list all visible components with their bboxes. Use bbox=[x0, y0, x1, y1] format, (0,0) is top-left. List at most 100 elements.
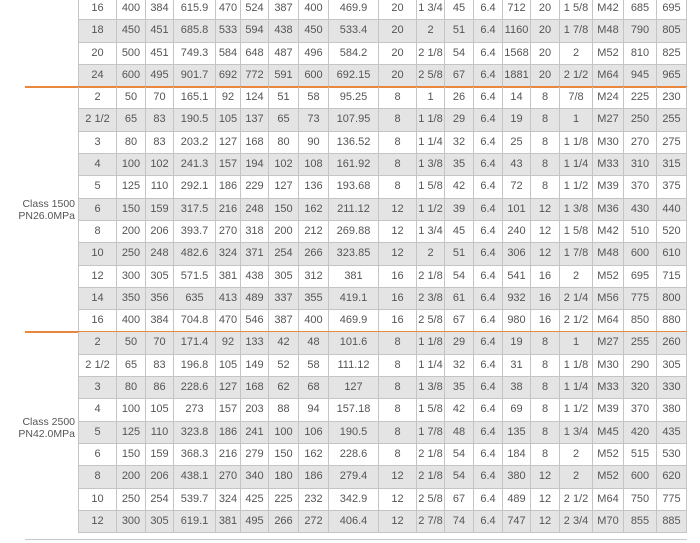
table-cell: 266 bbox=[268, 510, 298, 533]
table-cell: 20 bbox=[378, 20, 416, 42]
table-cell: 451 bbox=[145, 20, 173, 42]
table-cell: 83 bbox=[145, 354, 173, 377]
table-cell: 12 bbox=[530, 220, 559, 243]
table-cell: 94 bbox=[298, 399, 328, 421]
table-cell: 1 3/4 bbox=[416, 220, 444, 243]
table-cell: 83 bbox=[145, 131, 173, 154]
table-cell: 600 bbox=[116, 64, 145, 87]
table-cell: 1 7/8 bbox=[559, 243, 592, 265]
table-cell: 54 bbox=[444, 42, 473, 64]
pressure-class-label: Class 2500 PN42.0MPa bbox=[0, 416, 75, 440]
table-cell: 305 bbox=[145, 510, 173, 533]
table-cell: 305 bbox=[145, 265, 173, 287]
table-cell: 520 bbox=[656, 220, 687, 243]
table-cell: 305 bbox=[268, 265, 298, 287]
table-cell: 320 bbox=[623, 377, 656, 399]
table-cell: 14 bbox=[78, 287, 116, 310]
table-cell: 571.5 bbox=[173, 265, 215, 287]
table-cell: 6.4 bbox=[473, 109, 502, 131]
table-cell: 3 bbox=[78, 131, 116, 154]
table-cell: 272 bbox=[298, 510, 328, 533]
table-cell: 90 bbox=[298, 131, 328, 154]
table-cell: 6.4 bbox=[473, 466, 502, 488]
table-row: 18 450 451 685.8 533 594 438 450 533.4 20 2 51 6.4 11… bbox=[78, 20, 687, 43]
table-cell: 300 bbox=[116, 510, 145, 533]
table-cell: 12 bbox=[378, 510, 416, 533]
table-cell: 150 bbox=[116, 443, 145, 466]
table-cell: M39 bbox=[592, 176, 623, 198]
table-cell: 149 bbox=[240, 354, 268, 377]
table-cell: 356 bbox=[145, 287, 173, 310]
table-cell: 305 bbox=[656, 354, 687, 377]
table-row: 16 400 384 615.9 470 524 387 400 469.9 20 1 3/4 45 6… bbox=[78, 0, 687, 21]
table-cell: 615.9 bbox=[173, 0, 215, 20]
table-cell: 750 bbox=[623, 488, 656, 510]
table-cell: 8 bbox=[378, 399, 416, 421]
table-cell: 48 bbox=[298, 332, 328, 354]
table-cell: M56 bbox=[592, 287, 623, 310]
table-cell: 25 bbox=[502, 131, 530, 154]
table-cell: 8 bbox=[530, 176, 559, 198]
table-cell: 12 bbox=[378, 243, 416, 265]
table-cell: 216 bbox=[215, 443, 240, 466]
table-cell: 323.8 bbox=[173, 421, 215, 443]
table-cell: 43 bbox=[502, 154, 530, 176]
table-row: 2 1/2 65 83 190.5 105 137 65 73 107.95 8 1 1/8 29 6.… bbox=[78, 109, 687, 132]
table-row: 10 250 254 539.7 324 425 225 232 342.9 12 2 5/8 67 6… bbox=[78, 488, 687, 511]
table-cell: 546 bbox=[240, 310, 268, 332]
table-cell: 212 bbox=[298, 220, 328, 243]
table-cell: 6.4 bbox=[473, 510, 502, 533]
table-cell: 180 bbox=[268, 466, 298, 488]
table-cell: 2 5/8 bbox=[416, 488, 444, 510]
table-cell: 42 bbox=[444, 176, 473, 198]
table-cell: 371 bbox=[240, 243, 268, 265]
table-cell: 92 bbox=[215, 87, 240, 109]
table-cell: 430 bbox=[623, 198, 656, 220]
table-cell: 584 bbox=[215, 42, 240, 64]
table-cell: 255 bbox=[623, 332, 656, 354]
table-cell: 470 bbox=[215, 0, 240, 20]
table-cell: 62 bbox=[268, 377, 298, 399]
table-cell: M52 bbox=[592, 265, 623, 287]
table-cell: 515 bbox=[623, 443, 656, 466]
table-cell: 255 bbox=[656, 109, 687, 131]
table-cell: 6 bbox=[78, 443, 116, 466]
table-cell: 107.95 bbox=[328, 109, 378, 131]
table-cell: 211.12 bbox=[328, 198, 378, 220]
table-cell: 1 1/4 bbox=[416, 131, 444, 154]
table-cell: 5 bbox=[78, 421, 116, 443]
table-cell: 8 bbox=[378, 332, 416, 354]
table-cell: 6.4 bbox=[473, 287, 502, 310]
table-cell: M52 bbox=[592, 42, 623, 64]
table-cell: 88 bbox=[268, 399, 298, 421]
table-cell: 375 bbox=[656, 176, 687, 198]
table-cell: 229 bbox=[240, 176, 268, 198]
table-cell: 206 bbox=[145, 466, 173, 488]
table-cell: 61 bbox=[444, 287, 473, 310]
table-cell: M42 bbox=[592, 220, 623, 243]
table-cell: 591 bbox=[268, 64, 298, 87]
table-cell: 12 bbox=[378, 466, 416, 488]
table-cell: 10 bbox=[78, 488, 116, 510]
table-cell: 6.4 bbox=[473, 20, 502, 42]
table-cell: 8 bbox=[378, 176, 416, 198]
table-cell: 451 bbox=[145, 42, 173, 64]
table-cell: 12 bbox=[78, 265, 116, 287]
table-cell: 1 5/8 bbox=[416, 176, 444, 198]
table-cell: 340 bbox=[240, 466, 268, 488]
table-cell: 248 bbox=[145, 243, 173, 265]
table-cell: 110 bbox=[145, 421, 173, 443]
table-cell: 6.4 bbox=[473, 377, 502, 399]
table-row: 16 400 384 704.8 470 546 387 400 469.9 16 2 5/8 67 6… bbox=[78, 310, 687, 333]
table-cell: 2 bbox=[416, 243, 444, 265]
table-cell: 1 1/2 bbox=[559, 399, 592, 421]
table-row: 12 300 305 619.1 381 495 266 272 406.4 12 2 7/8 74 6… bbox=[78, 510, 687, 534]
table-cell: 68 bbox=[298, 377, 328, 399]
table-cell: 2 5/8 bbox=[416, 310, 444, 332]
table-cell: 16 bbox=[378, 265, 416, 287]
table-cell: 749.3 bbox=[173, 42, 215, 64]
table-cell: 254 bbox=[145, 488, 173, 510]
table-cell: 1568 bbox=[502, 42, 530, 64]
table-row: 2 50 70 165.1 92 124 51 58 95.25 8 1 26 6.4 14 8 7/8 M24… bbox=[78, 87, 687, 110]
table-cell: 450 bbox=[116, 20, 145, 42]
